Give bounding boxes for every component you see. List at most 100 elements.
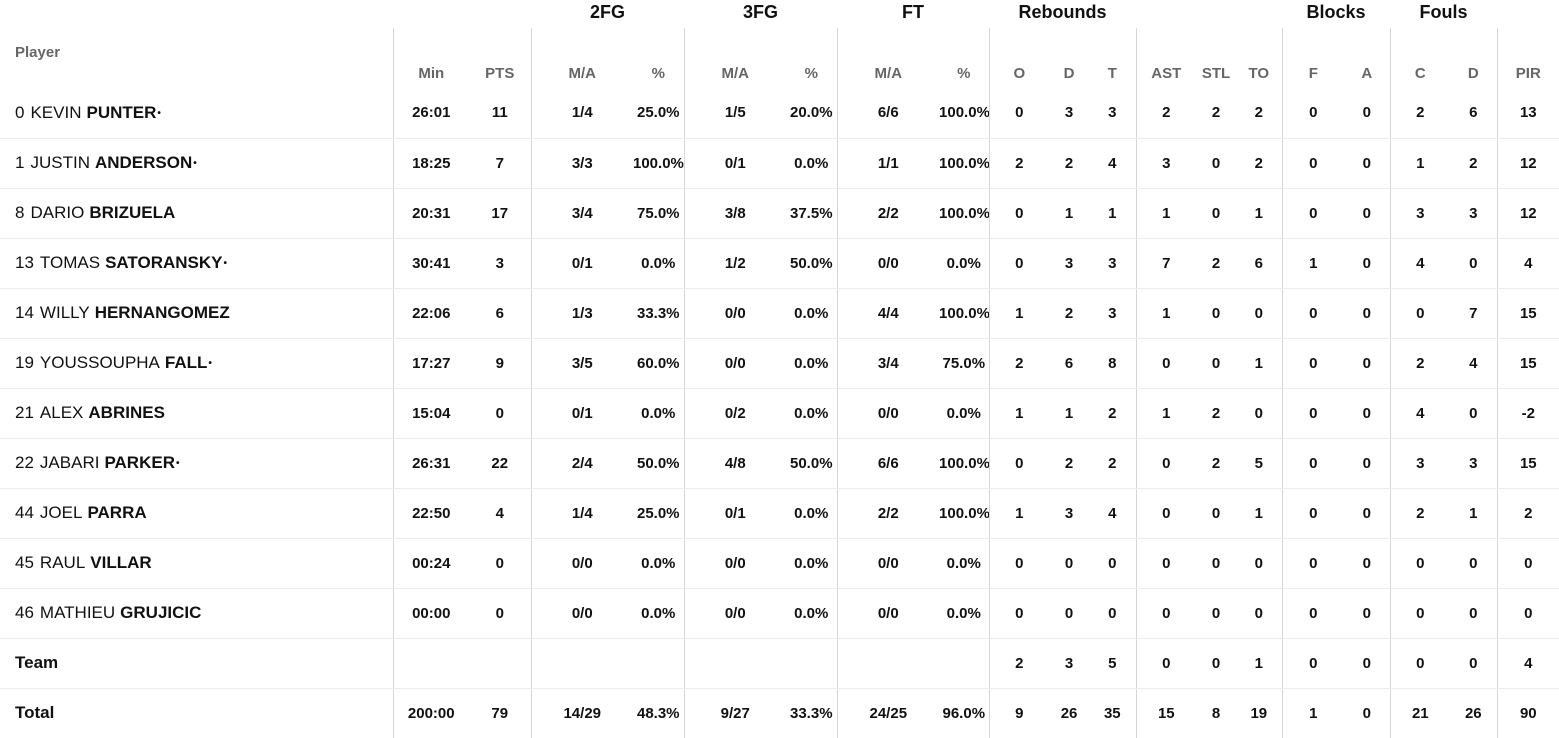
stat-foul-d: 0	[1450, 388, 1498, 439]
total-row: Total 200:00 79 14/29 48.3% 9/27 33.3% 24/25 96.…	[0, 688, 1559, 738]
stat-fg3-pct: 0.0%	[786, 138, 838, 189]
column-header-stl[interactable]: STL	[1201, 65, 1231, 82]
stat-ft-ma: 3/4	[837, 338, 940, 389]
player-cell[interactable]: 1 JUSTIN ANDERSON•	[0, 138, 394, 189]
column-header-foul-c[interactable]: C	[1414, 65, 1426, 82]
stat-pir: 13	[1497, 88, 1559, 139]
stat-reb-t: 1	[1089, 188, 1137, 239]
stat-fg3-ma: 4/8	[684, 438, 787, 489]
column-header-pts[interactable]: PTS	[469, 28, 532, 88]
player-first-name: RAUL	[39, 553, 86, 572]
column-header-2fg-pct[interactable]: %	[633, 28, 685, 88]
column-header-blk-a[interactable]: A	[1344, 28, 1391, 88]
stat-fg2-ma: 3/3	[531, 138, 633, 189]
stat-fg2-pct: 60.0%	[633, 338, 685, 389]
stat-to: 1	[1236, 638, 1283, 689]
column-header-reb-o[interactable]: O	[1013, 65, 1026, 82]
player-first-name: JABARI	[39, 453, 100, 472]
column-header-foul-d[interactable]: D	[1450, 28, 1498, 88]
column-header-2fg-ma[interactable]: M/A	[568, 65, 597, 82]
stat-stl: 0	[1196, 288, 1237, 339]
player-row[interactable]: 45 RAUL VILLAR 00:24 0 0/0 0.0% 0/0 0.0% 0/0 0.0% 0…	[0, 538, 1559, 589]
player-cell[interactable]: 46 MATHIEU GRUJICIC	[0, 588, 394, 639]
stat-to: 1	[1236, 338, 1283, 389]
stat-blk-a: 0	[1344, 138, 1391, 189]
player-cell[interactable]: 21 ALEX ABRINES	[0, 388, 394, 439]
player-row[interactable]: 1 JUSTIN ANDERSON• 18:25 7 3/3 100.0% 0/1 0.0% 1/…	[0, 138, 1559, 189]
stat-foul-c: 3	[1390, 438, 1451, 489]
stat-to: 5	[1236, 438, 1283, 489]
stat-blk-f: 0	[1282, 188, 1345, 239]
player-row[interactable]: 19 YOUSSOUPHA FALL• 17:27 9 3/5 60.0% 0/0 0.0% 3/…	[0, 338, 1559, 389]
stat-blk-a: 0	[1344, 488, 1391, 539]
stat-fg3-pct: 20.0%	[786, 88, 838, 139]
stat-to: 1	[1236, 488, 1283, 539]
stat-ft-ma: 0/0	[837, 538, 940, 589]
stat-blk-f: 0	[1282, 488, 1345, 539]
stat-ft-pct: 0.0%	[939, 538, 990, 589]
player-cell[interactable]: 45 RAUL VILLAR	[0, 538, 394, 589]
column-header-pir[interactable]: PIR	[1515, 65, 1541, 82]
stat-to: 6	[1236, 238, 1283, 289]
player-cell[interactable]: 14 WILLY HERNANGOMEZ	[0, 288, 394, 339]
player-cell[interactable]: 8 DARIO BRIZUELA	[0, 188, 394, 239]
column-header-min[interactable]: Min	[418, 65, 445, 82]
stat-fg2-ma: 1/4	[531, 88, 633, 139]
stat-ast: 1	[1136, 388, 1197, 439]
player-row[interactable]: 44 JOEL PARRA 22:50 4 1/4 25.0% 0/1 0.0% 2/2 100.0…	[0, 488, 1559, 539]
stat-fg3-pct: 0.0%	[786, 538, 838, 589]
column-header-reb-t[interactable]: T	[1089, 28, 1137, 88]
stat-ft-pct: 100.0%	[939, 188, 990, 239]
stat-reb-t: 0	[1089, 538, 1137, 589]
player-cell[interactable]: 44 JOEL PARRA	[0, 488, 394, 539]
stat-reb-o: 0	[989, 188, 1050, 239]
player-row[interactable]: 46 MATHIEU GRUJICIC 00:00 0 0/0 0.0% 0/0 0.0% 0/0…	[0, 588, 1559, 639]
stat-foul-d: 2	[1450, 138, 1498, 189]
column-header-to[interactable]: TO	[1236, 28, 1283, 88]
player-cell[interactable]: 13 TOMAS SATORANSKY•	[0, 238, 394, 289]
stat-min: 17:27	[393, 338, 469, 389]
column-header-reb-d[interactable]: D	[1063, 65, 1075, 82]
stat-blk-f: 0	[1282, 638, 1345, 689]
stat-reb-d: 2	[1049, 138, 1090, 189]
player-row[interactable]: 8 DARIO BRIZUELA 20:31 17 3/4 75.0% 3/8 37.5% 2/2…	[0, 188, 1559, 239]
stat-foul-c: 0	[1390, 638, 1451, 689]
stat-fg3-pct: 0.0%	[786, 488, 838, 539]
player-row[interactable]: 0 KEVIN PUNTER• 26:01 11 1/4 25.0% 1/5 20.0% 6/6 1…	[0, 88, 1559, 139]
player-row[interactable]: 21 ALEX ABRINES 15:04 0 0/1 0.0% 0/2 0.0% 0/0 0.0%…	[0, 388, 1559, 439]
player-first-name: ALEX	[39, 403, 84, 422]
stat-min: 200:00	[407, 704, 455, 722]
column-header-ast[interactable]: AST	[1151, 65, 1182, 82]
player-cell[interactable]: 22 JABARI PARKER•	[0, 438, 394, 489]
column-header-3fg-pct[interactable]: %	[786, 28, 838, 88]
stat-pts: 9	[469, 338, 532, 389]
player-cell[interactable]: 19 YOUSSOUPHA FALL•	[0, 338, 394, 389]
stat-foul-c: 4	[1390, 388, 1451, 439]
stat-to: 0	[1236, 538, 1283, 589]
column-header-blk-f[interactable]: F	[1308, 65, 1318, 82]
column-header-ft-pct[interactable]: %	[939, 28, 990, 88]
stat-ft-ma: 0/0	[837, 588, 940, 639]
stat-ft-ma: 1/1	[837, 138, 940, 189]
player-first-name: MATHIEU	[39, 603, 116, 622]
stat-fg3-ma: 1/2	[684, 238, 787, 289]
player-cell[interactable]: 0 KEVIN PUNTER•	[0, 88, 394, 139]
column-header-player[interactable]: Player	[0, 28, 394, 88]
column-header-row: Player Min PTS M/A % M/A % M/A % O D T A…	[0, 28, 1559, 88]
stat-fg2-ma: 0/1	[531, 388, 633, 439]
player-row[interactable]: 14 WILLY HERNANGOMEZ 22:06 6 1/3 33.3% 0/0 0.0% 4…	[0, 288, 1559, 339]
stat-pts	[469, 638, 532, 689]
stat-ft-pct: 100.0%	[939, 488, 990, 539]
stat-min: 20:31	[393, 188, 469, 239]
player-row[interactable]: 22 JABARI PARKER• 26:31 22 2/4 50.0% 4/8 50.0% 6/…	[0, 438, 1559, 489]
player-row[interactable]: 13 TOMAS SATORANSKY• 30:41 3 0/1 0.0% 1/2 50.0% 0…	[0, 238, 1559, 289]
column-header-ft-ma[interactable]: M/A	[874, 65, 903, 82]
stat-stl: 2	[1196, 88, 1237, 139]
stat-fg3-ma: 0/0	[684, 288, 787, 339]
group-header-blank	[469, 0, 531, 28]
column-header-3fg-ma[interactable]: M/A	[721, 65, 750, 82]
group-header-blank	[1497, 0, 1559, 28]
stat-ft-pct: 100.0%	[939, 88, 990, 139]
group-header-fouls: Fouls	[1419, 2, 1468, 22]
